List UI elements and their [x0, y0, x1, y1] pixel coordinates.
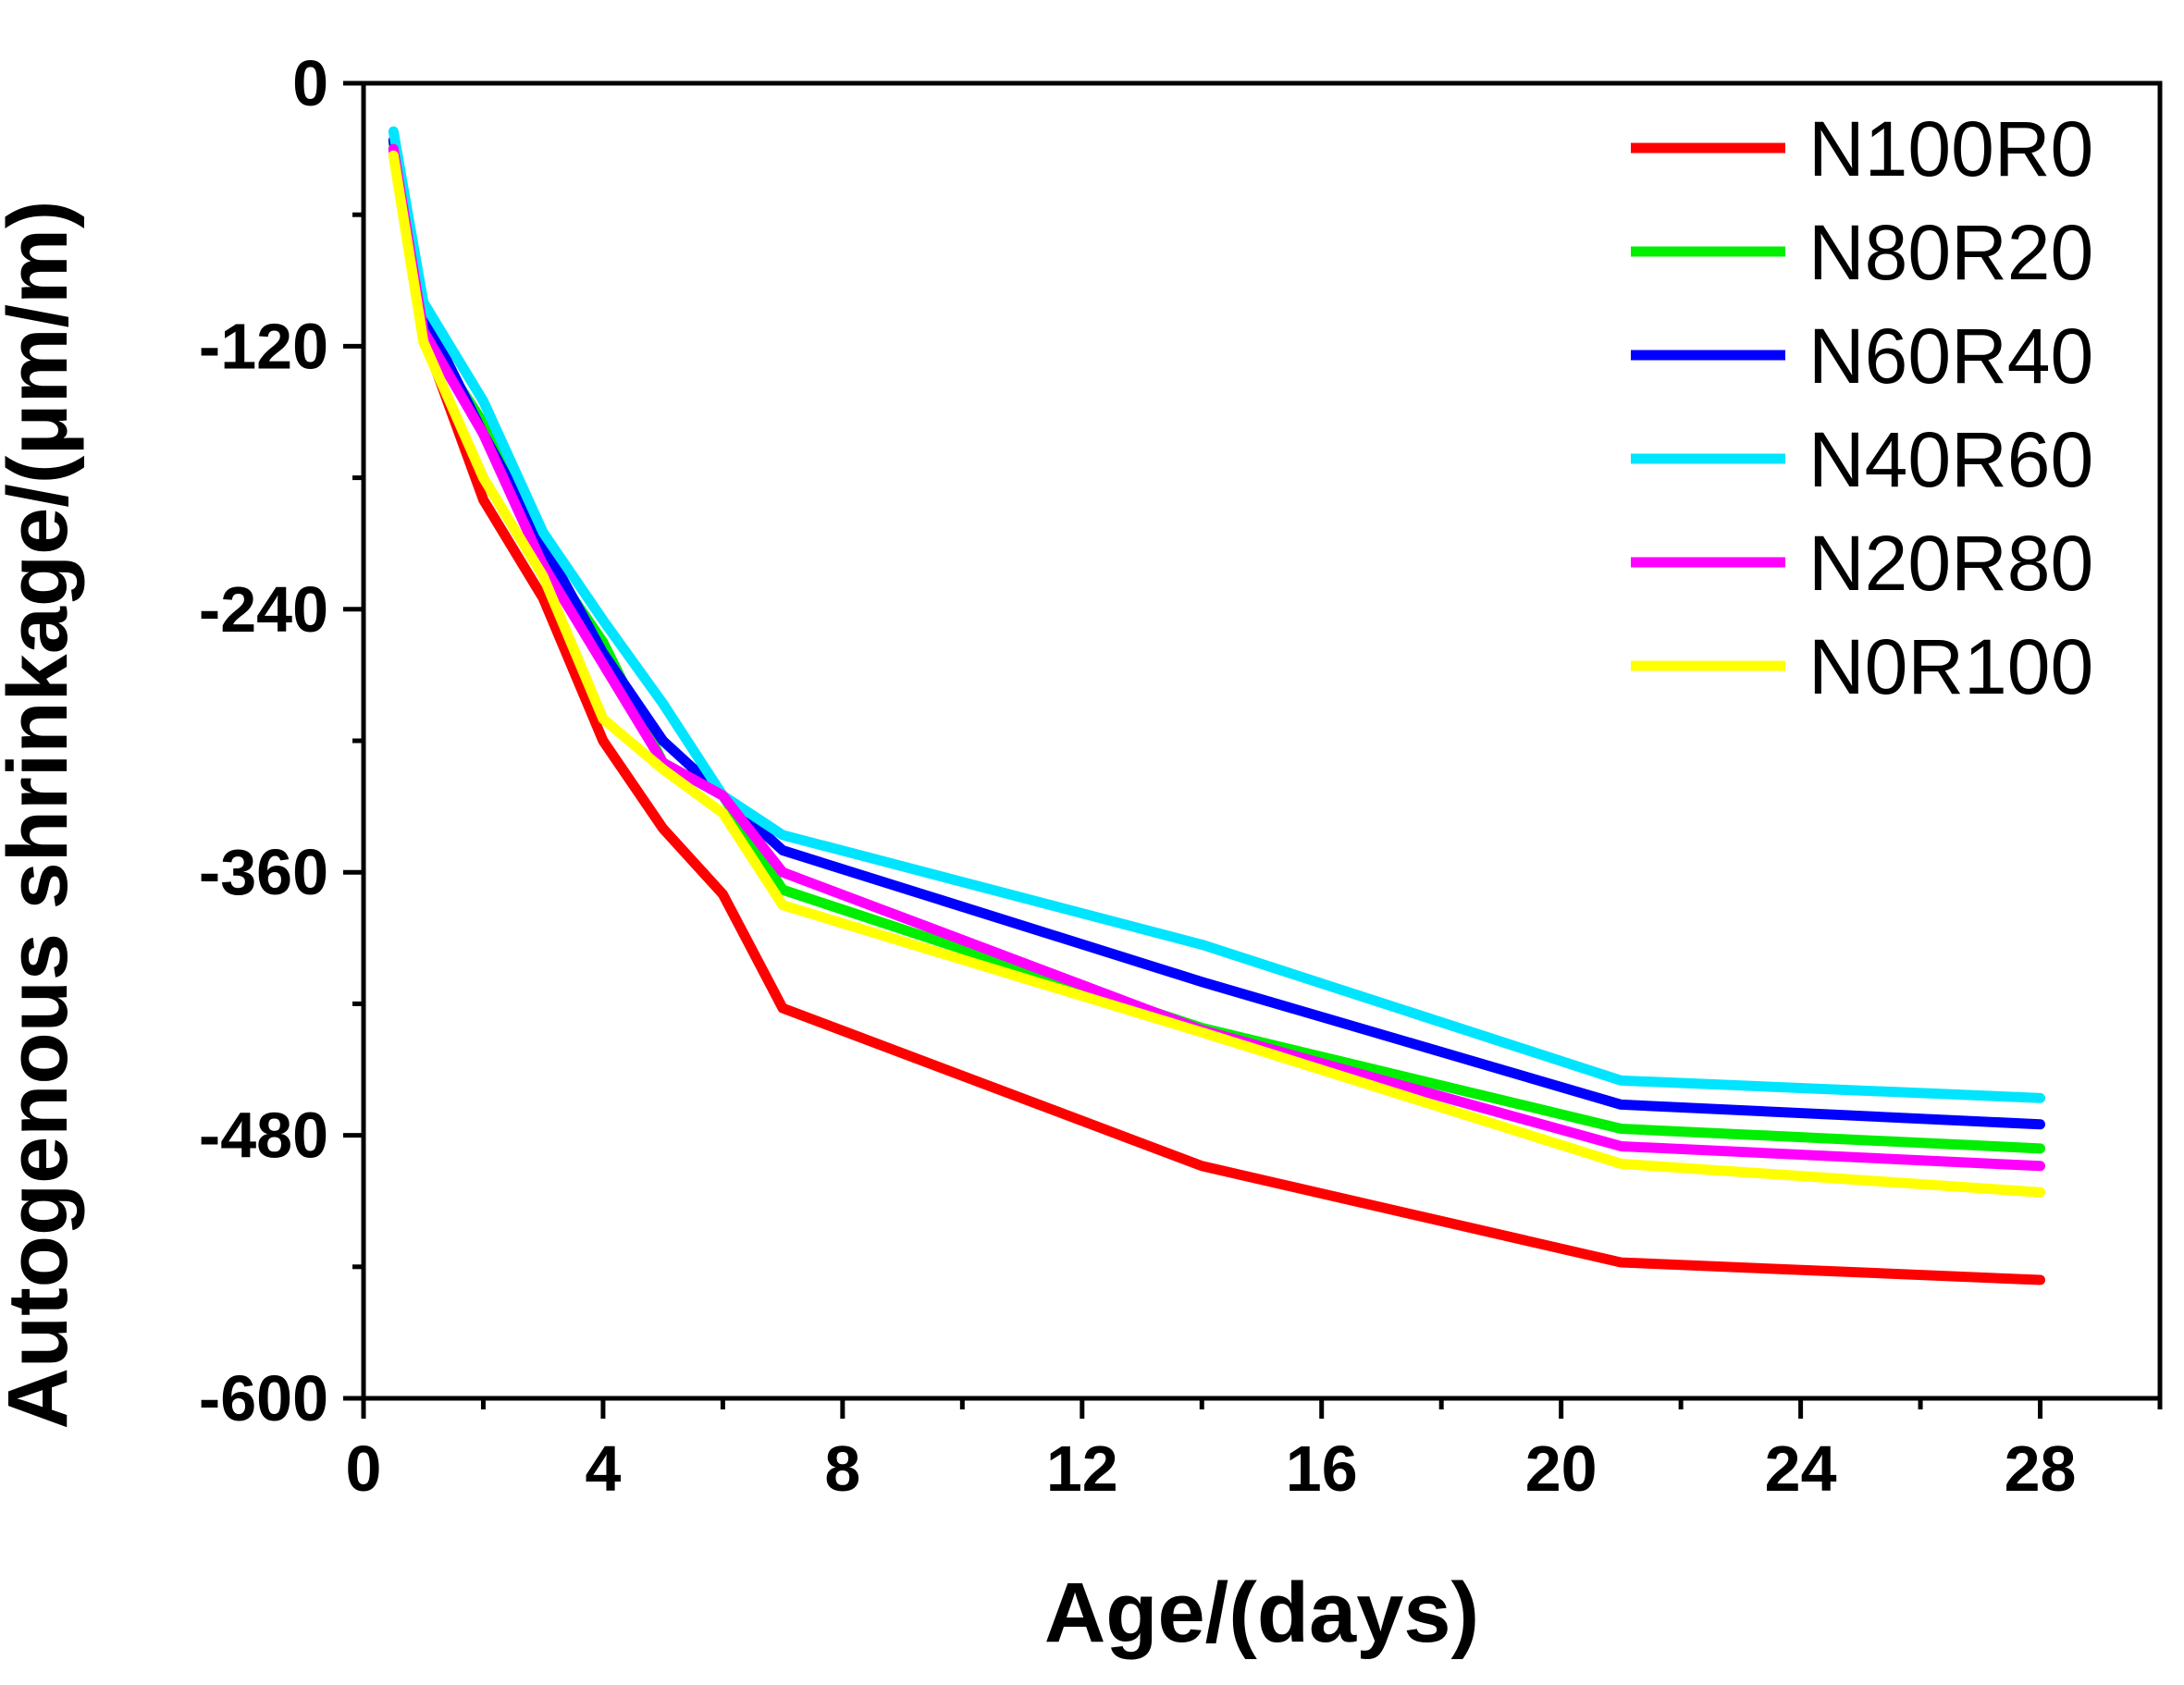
x-axis-title: Age/(days) [1044, 1566, 1479, 1660]
legend-label-n60r40: N60R40 [1808, 313, 2093, 400]
y-tick-label: -480 [199, 1100, 328, 1172]
y-axis-title: Autogenous shrinkage/(μm/m) [0, 200, 85, 1429]
y-tick-label: -360 [199, 836, 328, 908]
axis-ticks [343, 80, 2163, 1419]
x-tick-label: 12 [1046, 1433, 1118, 1505]
x-tick-label: 28 [2005, 1433, 2077, 1505]
legend: N100R0 N80R20 N60R40 N40R60 N20R80 N0R100 [1631, 105, 2093, 710]
legend-label-n0r100: N0R100 [1808, 623, 2093, 710]
x-tick-label: 4 [585, 1433, 621, 1505]
legend-label-n20r80: N20R80 [1808, 520, 2093, 607]
series-line-n40r60 [388, 126, 2046, 1103]
y-tick-label: -240 [199, 573, 328, 646]
y-tick-label: -120 [199, 310, 328, 382]
plot-series-group [388, 126, 2046, 1285]
legend-label-n80r20: N80R20 [1808, 209, 2093, 296]
x-tick-label: 24 [1765, 1433, 1837, 1505]
y-tick-label: 0 [292, 47, 328, 119]
axis-tick-labels: 0 4 8 12 16 20 24 28 0 -120 -240 -360 -480 -600 [199, 47, 2077, 1505]
legend-label-n100r0: N100R0 [1808, 105, 2093, 192]
legend-label-n40r60: N40R60 [1808, 416, 2093, 503]
x-tick-label: 16 [1286, 1433, 1358, 1505]
x-tick-label: 0 [346, 1433, 382, 1505]
series-line-n0r100 [388, 150, 2046, 1198]
y-tick-label: -600 [199, 1362, 328, 1434]
x-tick-label: 20 [1525, 1433, 1598, 1505]
x-tick-label: 8 [824, 1433, 860, 1505]
